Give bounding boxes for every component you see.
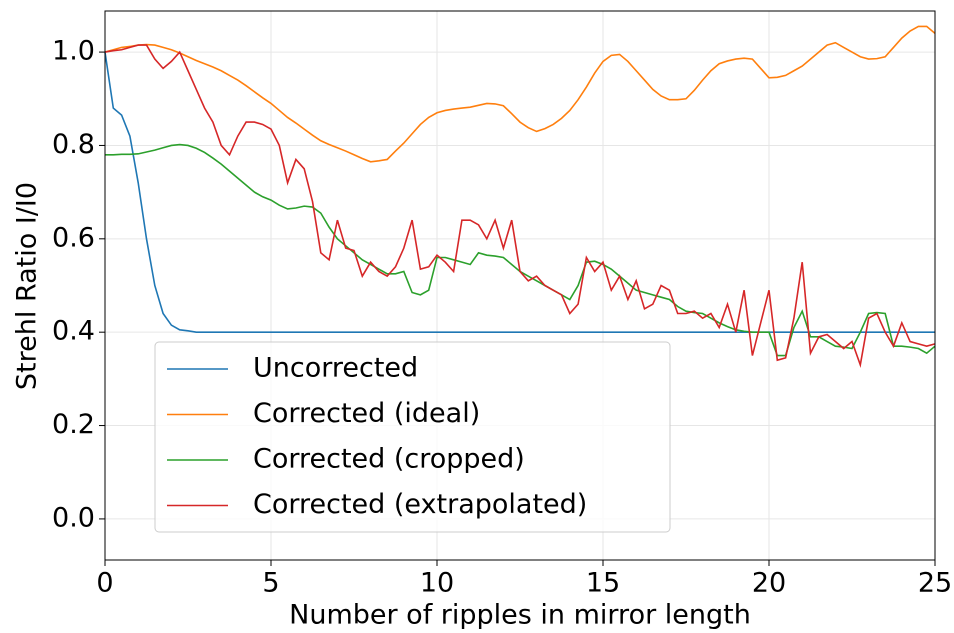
series-line — [104, 44, 936, 368]
legend-label: Corrected (cropped) — [253, 444, 525, 475]
x-tick-label: 10 — [420, 568, 454, 599]
x-tick-label: 5 — [262, 568, 279, 599]
x-tick-label: 20 — [752, 568, 786, 599]
series-line — [104, 51, 935, 333]
x-axis-label: Number of ripples in mirror length — [289, 600, 751, 631]
y-tick-label: 0.8 — [52, 129, 95, 160]
x-tick-label: 0 — [96, 568, 113, 599]
plot-frame — [104, 10, 936, 561]
legend-box — [154, 341, 671, 533]
x-tick-label: 25 — [918, 568, 952, 599]
series-line — [105, 143, 936, 357]
legend-label: Uncorrected — [253, 353, 418, 384]
y-tick-label: 0.4 — [52, 316, 95, 347]
series-line — [104, 25, 936, 163]
y-tick-label: 0.2 — [52, 409, 95, 440]
y-tick-label: 1.0 — [52, 36, 95, 67]
y-axis-label: Strehl Ratio I/I0 — [12, 182, 43, 390]
x-tick-label: 15 — [586, 568, 620, 599]
legend-label: Corrected (extrapolated) — [253, 489, 587, 520]
legend-label: Corrected (ideal) — [253, 398, 480, 429]
y-tick-label: 0.6 — [52, 222, 95, 253]
y-tick-label: 0.0 — [52, 502, 95, 533]
legend: Uncorrected Corrected (ideal) Corrected (c… — [154, 341, 671, 533]
